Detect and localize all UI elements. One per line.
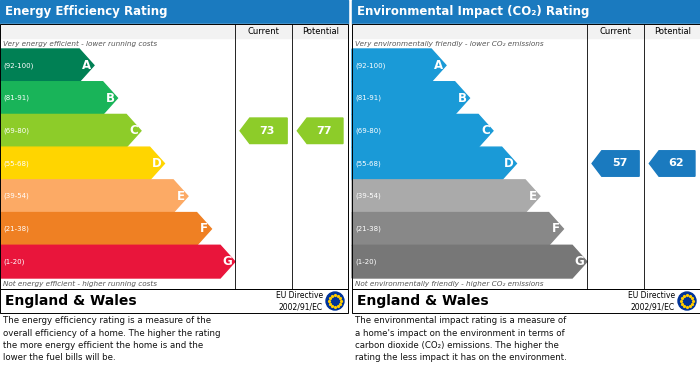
Text: G: G: [575, 255, 584, 268]
Polygon shape: [298, 118, 343, 143]
Text: 77: 77: [316, 126, 332, 136]
Bar: [352, 24, 700, 289]
Polygon shape: [352, 49, 446, 82]
Polygon shape: [0, 213, 211, 245]
Polygon shape: [352, 245, 587, 278]
Text: Energy Efficiency Rating: Energy Efficiency Rating: [5, 5, 167, 18]
Text: Not energy efficient - higher running costs: Not energy efficient - higher running co…: [3, 280, 157, 287]
Polygon shape: [0, 147, 164, 180]
Text: (21-38): (21-38): [355, 226, 381, 232]
Text: A: A: [82, 59, 91, 72]
Text: Potential: Potential: [302, 27, 339, 36]
Polygon shape: [240, 118, 287, 143]
Polygon shape: [650, 151, 695, 176]
Text: Current: Current: [248, 27, 279, 36]
Text: D: D: [504, 157, 514, 170]
Text: Not environmentally friendly - higher CO₂ emissions: Not environmentally friendly - higher CO…: [355, 280, 543, 287]
Polygon shape: [352, 213, 564, 245]
Text: (1-20): (1-20): [3, 258, 25, 265]
Text: B: B: [106, 91, 115, 104]
Text: E: E: [176, 190, 185, 203]
Polygon shape: [0, 245, 235, 278]
Text: (39-54): (39-54): [355, 193, 381, 199]
Polygon shape: [0, 115, 141, 147]
Polygon shape: [0, 82, 118, 115]
Text: The energy efficiency rating is a measure of the
overall efficiency of a home. T: The energy efficiency rating is a measur…: [3, 316, 220, 362]
Text: (21-38): (21-38): [3, 226, 29, 232]
Text: Potential: Potential: [654, 27, 691, 36]
Polygon shape: [352, 180, 540, 213]
Text: 73: 73: [260, 126, 275, 136]
Text: Very environmentally friendly - lower CO₂ emissions: Very environmentally friendly - lower CO…: [355, 40, 544, 47]
Bar: [0, 289, 348, 313]
Text: (55-68): (55-68): [355, 160, 381, 167]
Text: (81-91): (81-91): [3, 95, 29, 101]
Text: England & Wales: England & Wales: [357, 294, 489, 308]
Text: (92-100): (92-100): [355, 62, 386, 68]
Text: 57: 57: [612, 158, 627, 169]
Text: (81-91): (81-91): [355, 95, 381, 101]
Text: The environmental impact rating is a measure of
a home's impact on the environme: The environmental impact rating is a mea…: [355, 316, 567, 362]
Text: (39-54): (39-54): [3, 193, 29, 199]
Bar: [352, 24, 700, 289]
Text: Environmental Impact (CO₂) Rating: Environmental Impact (CO₂) Rating: [357, 5, 589, 18]
Text: (92-100): (92-100): [3, 62, 34, 68]
Bar: [352, 24, 700, 38]
Bar: [352, 289, 700, 313]
Polygon shape: [352, 115, 493, 147]
Text: EU Directive
2002/91/EC: EU Directive 2002/91/EC: [276, 291, 323, 311]
Text: Very energy efficient - lower running costs: Very energy efficient - lower running co…: [3, 40, 157, 47]
Text: C: C: [130, 124, 138, 137]
Text: (69-80): (69-80): [3, 127, 29, 134]
Bar: [0, 24, 348, 289]
Bar: [0, 24, 348, 289]
Text: B: B: [458, 91, 467, 104]
Text: E: E: [528, 190, 537, 203]
Polygon shape: [352, 147, 517, 180]
Text: C: C: [481, 124, 490, 137]
Bar: [0, 289, 348, 313]
Bar: [352, 289, 700, 313]
Bar: [352, 0, 700, 24]
Text: F: F: [200, 222, 208, 235]
Polygon shape: [592, 151, 639, 176]
Circle shape: [678, 292, 696, 310]
Text: (69-80): (69-80): [355, 127, 381, 134]
Text: D: D: [152, 157, 162, 170]
Bar: [0, 24, 348, 38]
Text: (55-68): (55-68): [3, 160, 29, 167]
Polygon shape: [352, 82, 470, 115]
Text: 62: 62: [668, 158, 684, 169]
Polygon shape: [0, 180, 188, 213]
Text: England & Wales: England & Wales: [5, 294, 136, 308]
Text: F: F: [552, 222, 560, 235]
Text: Current: Current: [600, 27, 631, 36]
Circle shape: [326, 292, 344, 310]
Polygon shape: [0, 49, 94, 82]
Text: (1-20): (1-20): [355, 258, 377, 265]
Text: EU Directive
2002/91/EC: EU Directive 2002/91/EC: [628, 291, 675, 311]
Bar: [0, 0, 348, 24]
Text: A: A: [434, 59, 443, 72]
Text: G: G: [223, 255, 232, 268]
